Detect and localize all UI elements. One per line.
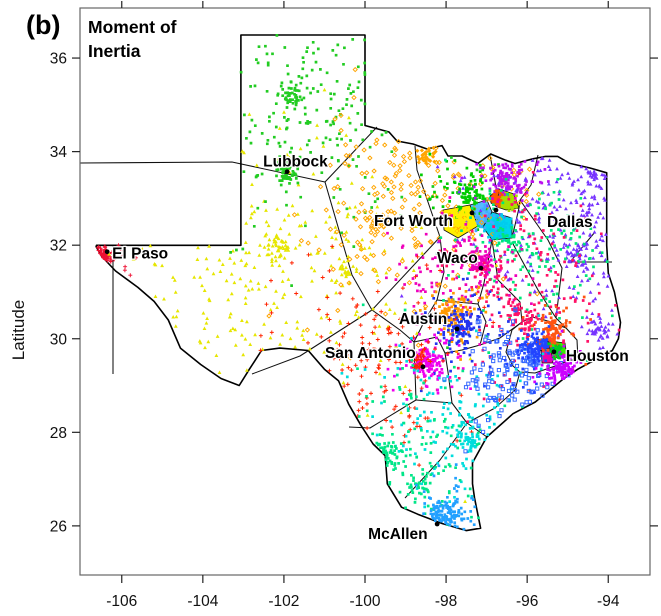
cluster-beaumont-violet-core xyxy=(585,311,620,350)
city-dot-houston xyxy=(551,349,557,355)
x-tick-label: -102 xyxy=(268,593,299,610)
city-dot-lubbock xyxy=(284,169,290,175)
cluster-abilene-core xyxy=(357,209,392,236)
cluster-midland-core xyxy=(262,233,291,264)
city-dot-mcallen xyxy=(434,521,440,527)
cluster-lufkin-violet-core xyxy=(561,243,588,268)
cluster-tyler-seagreen-core xyxy=(495,228,529,255)
cluster-boundary-line xyxy=(371,309,415,343)
city-dot-fort-worth xyxy=(469,210,475,216)
cluster-mcallen-blue-halo xyxy=(414,463,477,531)
cluster-west-yellow-halo xyxy=(107,87,499,504)
city-label-el-paso: El Paso xyxy=(112,246,168,263)
cluster-border-green-core xyxy=(408,475,432,504)
cluster-mcallen-blue-core xyxy=(423,499,463,529)
cluster-east-violet-halo xyxy=(399,156,614,358)
cluster-san-antonio-halo xyxy=(386,328,472,401)
cluster-boundary-line xyxy=(565,327,579,361)
cluster-boundary-line xyxy=(251,309,373,375)
city-dot-san-antonio xyxy=(420,364,426,370)
cluster-houston-blue-halo xyxy=(501,325,567,394)
cluster-texarkana-core xyxy=(586,169,607,189)
x-tick-label: -94 xyxy=(597,593,620,610)
cluster-amarillo-core xyxy=(276,80,306,111)
panel-label: (b) xyxy=(26,10,61,40)
cluster-boundary-line xyxy=(436,236,445,301)
cluster-austin-orange-core xyxy=(434,291,470,333)
cluster-boundary-line xyxy=(511,241,557,319)
scatter-points xyxy=(96,34,621,531)
y-tick-label: 30 xyxy=(50,331,68,348)
cluster-boundary-line xyxy=(511,207,520,239)
cluster-boundary-line xyxy=(519,199,563,319)
texas-outline xyxy=(95,34,622,532)
y-tick-label: 32 xyxy=(50,238,67,255)
city-label-houston: Houston xyxy=(566,348,629,365)
cluster-boundary-line xyxy=(414,145,441,238)
y-tick-label: 36 xyxy=(50,51,67,68)
y-axis-label: Latitude xyxy=(9,300,28,361)
cluster-boundary-line xyxy=(444,352,453,404)
city-label-dallas: Dallas xyxy=(547,214,593,231)
cluster-boundary-line xyxy=(324,126,378,183)
map-title: Moment of Inertia xyxy=(88,16,176,63)
city-label-san-antonio: San Antonio xyxy=(325,345,416,362)
city-dot-austin xyxy=(454,326,460,332)
cluster-boundary-line xyxy=(415,399,453,404)
cluster-sanmarcos-blue-halo xyxy=(414,277,510,393)
cluster-san-angelo-core xyxy=(337,254,359,285)
x-tick-label: -106 xyxy=(106,593,137,610)
x-tick-label: -104 xyxy=(187,593,218,610)
cluster-laredo-green-core xyxy=(379,442,399,467)
cluster-sanmarcos-blue-core xyxy=(448,312,476,346)
cluster-boundary-line xyxy=(324,181,373,311)
cluster-wichita-falls-core xyxy=(415,145,438,166)
cluster-dallas-skyblue-core xyxy=(473,204,497,233)
cluster-boundary-line xyxy=(371,236,441,311)
cluster-boundary-line xyxy=(466,371,521,424)
x-tick-label: -96 xyxy=(516,593,538,610)
x-tick-label: -100 xyxy=(349,593,380,610)
y-tick-label: 28 xyxy=(50,425,67,442)
city-dot-dallas xyxy=(493,207,499,213)
cluster-boundary-line xyxy=(477,303,487,346)
cluster-boundary-line xyxy=(348,399,417,429)
cluster-panhandle-green-halo xyxy=(229,34,479,350)
city-label-waco: Waco xyxy=(437,250,478,267)
cluster-boundary-line xyxy=(466,422,488,438)
city-dot-waco xyxy=(478,265,484,271)
city-label-lubbock: Lubbock xyxy=(263,154,328,171)
cluster-college-station-core xyxy=(502,300,523,326)
city-label-austin: Austin xyxy=(399,311,447,328)
cluster-dfw-yellowgreen-core xyxy=(503,191,518,212)
cluster-houston-green-core xyxy=(547,342,563,361)
map-title-line1: Moment of xyxy=(88,17,177,37)
city-label-mcallen: McAllen xyxy=(368,526,427,543)
cluster-southwest-red-halo xyxy=(258,244,532,468)
y-tick-label: 26 xyxy=(50,518,67,535)
x-tick-label: -98 xyxy=(435,593,457,610)
city-dot-el-paso xyxy=(104,249,110,255)
cluster-houston-blue-core xyxy=(516,332,555,368)
axis-tick-labels: -106 -104 -102 -100 -98 -96 -94 36 34 32 30 28 26 xyxy=(50,51,620,610)
cluster-boundary-line xyxy=(497,279,523,323)
cluster-boundary-line xyxy=(555,317,567,329)
cluster-sherman-purple-core xyxy=(482,160,529,205)
y-tick-label: 34 xyxy=(50,144,68,161)
cluster-conroe-orangered-halo xyxy=(518,295,592,372)
cluster-waco-magenta-core xyxy=(463,245,497,287)
cluster-san-antonio-core xyxy=(409,346,445,381)
axis-ticks xyxy=(72,1,658,583)
cluster-corpus-cyan-core xyxy=(454,427,490,461)
cluster-boundary-line xyxy=(451,402,468,424)
map-title-line2: Inertia xyxy=(88,40,141,61)
city-labels: El Paso Lubbock Fort Worth Dallas Waco Austin… xyxy=(104,152,630,544)
cluster-denton-green-halo xyxy=(418,152,500,231)
city-label-fort-worth: Fort Worth xyxy=(374,213,453,230)
